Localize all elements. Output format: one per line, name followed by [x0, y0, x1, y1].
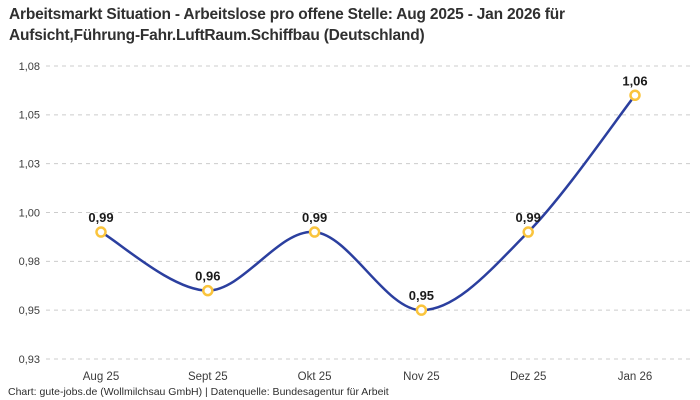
data-point-marker[interactable] — [202, 284, 214, 297]
x-tick-label: Nov 25 — [403, 371, 439, 383]
y-tick-label: 1,03 — [19, 159, 40, 171]
data-point-label: 0,96 — [195, 269, 220, 284]
data-point-label: 0,99 — [302, 210, 327, 225]
chart-title: Arbeitsmarkt Situation - Arbeitslose pro… — [9, 4, 691, 46]
data-point-label: 0,95 — [409, 288, 434, 303]
x-tick-label: Jan 26 — [618, 371, 653, 383]
data-point-label: 0,99 — [516, 210, 541, 225]
x-tick-label: Okt 25 — [298, 371, 332, 383]
data-point-marker[interactable] — [522, 226, 534, 238]
x-tick-label: Dez 25 — [510, 371, 546, 383]
y-tick-label: 0,95 — [19, 305, 40, 317]
data-point-marker[interactable] — [95, 226, 107, 238]
x-tick-label: Aug 25 — [83, 371, 119, 383]
data-point-marker[interactable] — [629, 89, 641, 102]
series-line — [99, 94, 637, 312]
y-tick-label: 1,00 — [19, 207, 40, 219]
y-tick-label: 1,05 — [19, 110, 40, 122]
x-tick-label: Sept 25 — [188, 371, 228, 383]
chart-title-line1: Arbeitsmarkt Situation - Arbeitslose pro… — [9, 6, 565, 23]
y-tick-label: 1,08 — [19, 61, 40, 73]
data-point-marker[interactable] — [415, 304, 428, 316]
y-tick-label: 0,93 — [19, 354, 40, 366]
data-point-label: 1,06 — [622, 73, 647, 88]
data-point-label: 0,99 — [88, 210, 113, 225]
chart-footer: Chart: gute-jobs.de (Wollmilchsau GmbH) … — [8, 386, 389, 398]
data-point-marker[interactable] — [308, 226, 321, 238]
y-tick-label: 0,98 — [19, 256, 40, 268]
chart-title-line2: Aufsicht,Führung-Fahr.LuftRaum.Schiffbau… — [9, 27, 425, 44]
